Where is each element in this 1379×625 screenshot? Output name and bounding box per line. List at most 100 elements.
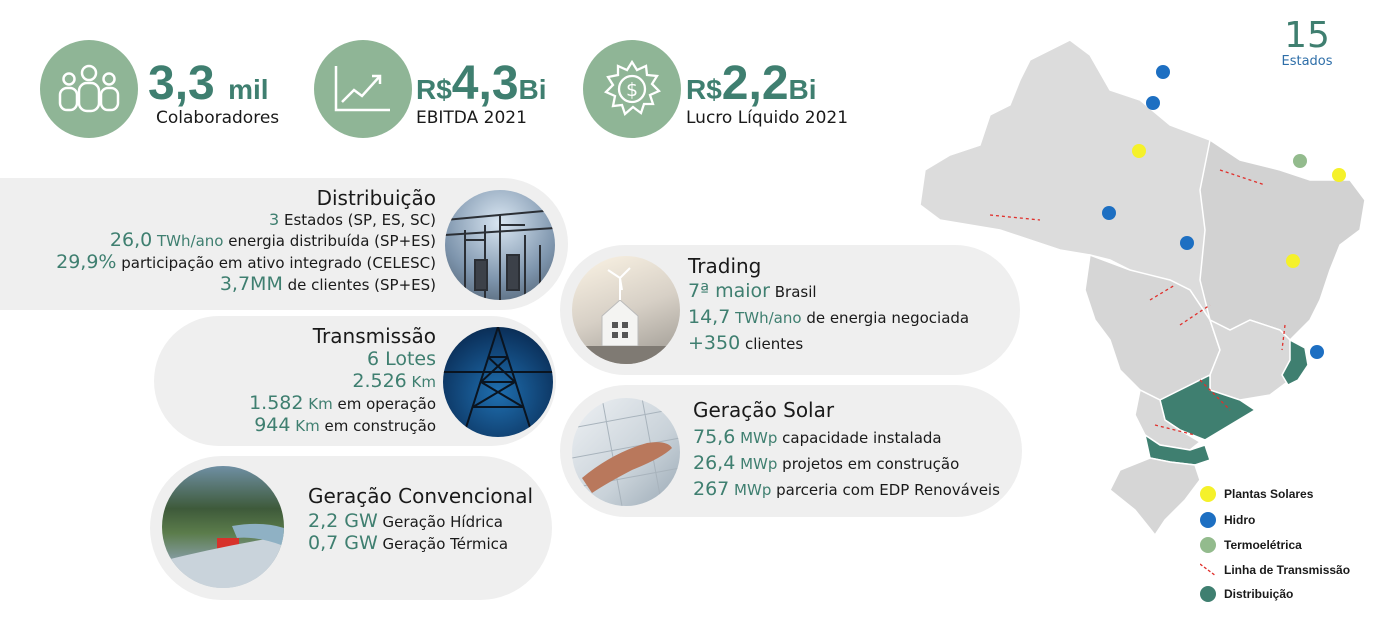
trans-total-unit: Km — [411, 373, 436, 391]
distribuicao-text: Distribuição 3 Estados (SP, ES, SC) 26,0… — [0, 186, 436, 295]
legend-solar-dot — [1200, 486, 1216, 502]
transmission-tower-photo — [443, 327, 553, 437]
hydro-marker — [1180, 236, 1194, 250]
trading-energy-num: 14,7 — [688, 306, 731, 328]
kpi-employees-value: 3,3 — [148, 57, 215, 110]
states-count: 15 Estados — [1272, 18, 1342, 70]
solar-installed-unit: MWp — [740, 429, 778, 447]
kpi-ebitda: R$4,3Bi EBITDA 2021 — [416, 57, 547, 129]
trans-cons-unit: Km — [295, 417, 320, 435]
solar-marker — [1132, 144, 1146, 158]
solar-partner-num: 267 — [693, 478, 730, 500]
solar-photo — [572, 398, 680, 506]
dist-states-num: 3 — [269, 210, 280, 229]
trading-rank-num: 7ª maior — [688, 280, 770, 302]
region-northeast — [1199, 138, 1366, 342]
trading-text: Trading 7ª maior Brasil 14,7 TWh/ano de … — [688, 254, 969, 354]
trans-op-num: 1.582 — [249, 392, 304, 414]
solar-partner-text: parceria com EDP Renováveis — [776, 481, 1000, 499]
solar-construction-text: projetos em construção — [782, 455, 960, 473]
convencional-text: Geração Convencional 2,2 GW Geração Hídr… — [308, 484, 533, 554]
dollar-icon-circle: $ — [583, 40, 681, 138]
kpi-profit-value: 2,2 — [721, 57, 789, 110]
legend-solar: Plantas Solares — [1200, 486, 1313, 502]
dist-clients-text: de clientes (SP+ES) — [287, 276, 436, 294]
kpi-profit-prefix: R$ — [686, 74, 722, 105]
legend-hydro-dot — [1200, 512, 1216, 528]
dist-energy-text: energia distribuída (SP+ES) — [228, 232, 436, 250]
legend-thermal-label: Termoelétrica — [1224, 538, 1302, 552]
trading-clients-num: +350 — [688, 332, 741, 354]
convencional-title: Geração Convencional — [308, 484, 534, 508]
trans-op-unit: Km — [308, 395, 333, 413]
map-markers — [1102, 65, 1346, 359]
legend-hydro-label: Hidro — [1224, 513, 1256, 527]
states-count-label: Estados — [1281, 54, 1333, 69]
dist-clients-num: 3,7MM — [219, 273, 283, 295]
dist-share-text: participação em ativo integrado (CELESC) — [121, 254, 436, 272]
tower-image — [443, 327, 553, 437]
solar-marker — [1332, 168, 1346, 182]
kpi-ebitda-label: EBITDA 2021 — [416, 108, 527, 128]
kpi-employees-label: Colaboradores — [156, 108, 280, 128]
transmissao-title: Transmissão — [312, 324, 436, 348]
trading-title: Trading — [688, 254, 762, 278]
hydro-marker — [1146, 96, 1160, 110]
hydro-marker — [1156, 65, 1170, 79]
hydro-marker — [1102, 206, 1116, 220]
transmission-lines — [989, 169, 1286, 436]
trading-photo — [572, 256, 680, 364]
solar-construction-unit: MWp — [740, 455, 778, 473]
svg-text:$: $ — [626, 79, 638, 101]
solar-construction-num: 26,4 — [693, 452, 736, 474]
kpi-ebitda-prefix: R$ — [416, 74, 452, 105]
solar-installed-num: 75,6 — [693, 426, 736, 448]
state-rs — [1109, 457, 1201, 537]
conv-hydro-num: 2,2 GW — [308, 510, 378, 532]
kpi-ebitda-suffix: Bi — [518, 74, 547, 105]
solar-panel-image — [572, 398, 680, 506]
kpi-ebitda-value: 4,3 — [451, 57, 519, 110]
hydro-marker — [1310, 345, 1324, 359]
dist-share-num: 29,9% — [56, 251, 117, 273]
solar-title: Geração Solar — [693, 398, 835, 422]
legend-thermal-dot — [1200, 537, 1216, 553]
brazil-map — [919, 39, 1366, 537]
substation-photo — [445, 190, 555, 300]
dist-energy-unit: TWh/ano — [157, 232, 224, 250]
trading-energy-unit: TWh/ano — [735, 309, 802, 327]
substation-image — [445, 209, 555, 300]
dist-states-text: Estados (SP, ES, SC) — [284, 211, 436, 229]
state-es — [1281, 338, 1309, 386]
distribuicao-title: Distribuição — [316, 186, 436, 210]
kpi-employees-suffix: mil — [228, 74, 269, 105]
solar-installed-text: capacidade instalada — [782, 429, 942, 447]
trading-rank-text: Brasil — [774, 283, 817, 301]
legend-transmission: Linha de Transmissão — [1200, 562, 1350, 578]
house-turbine-image — [572, 267, 680, 364]
hydro-plant-photo — [162, 466, 284, 588]
growth-chart-icon — [334, 66, 390, 112]
kpi-profit: R$2,2Bi Lucro Líquido 2021 — [686, 57, 849, 129]
trading-energy-text: de energia negociada — [806, 309, 970, 327]
people-icon-circle — [40, 40, 138, 138]
kpi-profit-suffix: Bi — [788, 74, 817, 105]
legend-distribution: Distribuição — [1200, 586, 1293, 602]
legend-thermal: Termoelétrica — [1200, 537, 1302, 553]
trans-lots: 6 Lotes — [366, 348, 436, 370]
trans-cons-num: 944 — [254, 414, 291, 436]
conv-thermal-num: 0,7 GW — [308, 532, 378, 554]
kpi-employees: 3,3 mil Colaboradores — [148, 57, 280, 129]
transmissao-text: Transmissão 6 Lotes 2.526 Km 1.582 Km em… — [160, 324, 436, 436]
legend-transmission-line-icon — [1200, 563, 1216, 577]
state-pr — [1134, 388, 1202, 451]
legend-distribution-label: Distribuição — [1224, 587, 1294, 601]
growth-icon-circle — [314, 40, 412, 138]
kpi-profit-label: Lucro Líquido 2021 — [686, 108, 849, 128]
legend-transmission-label: Linha de Transmissão — [1224, 563, 1351, 577]
thermal-marker — [1293, 154, 1307, 168]
dollar-badge-icon: $ — [604, 59, 661, 117]
people-icon — [58, 64, 120, 113]
legend-hydro: Hidro — [1200, 512, 1255, 528]
solar-text: Geração Solar 75,6 MWp capacidade instal… — [693, 398, 1000, 500]
